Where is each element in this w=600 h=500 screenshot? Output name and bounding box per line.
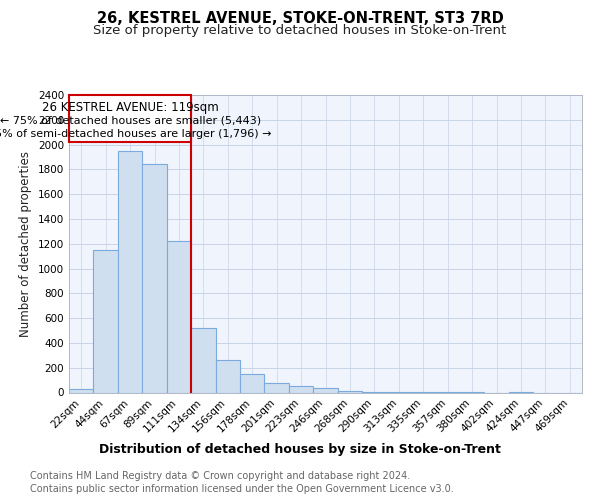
Y-axis label: Number of detached properties: Number of detached properties [19,151,32,337]
Bar [142,164,167,392]
Bar [265,383,289,392]
Bar [167,242,191,392]
Bar [94,250,118,392]
Text: 25% of semi-detached houses are larger (1,796) →: 25% of semi-detached houses are larger (… [0,130,272,140]
Text: Contains HM Land Registry data © Crown copyright and database right 2024.: Contains HM Land Registry data © Crown c… [30,471,410,481]
Text: Contains public sector information licensed under the Open Government Licence v3: Contains public sector information licen… [30,484,454,494]
Text: 26, KESTREL AVENUE, STOKE-ON-TRENT, ST3 7RD: 26, KESTREL AVENUE, STOKE-ON-TRENT, ST3 … [97,11,503,26]
Text: Distribution of detached houses by size in Stoke-on-Trent: Distribution of detached houses by size … [99,442,501,456]
Bar [313,388,338,392]
Text: ← 75% of detached houses are smaller (5,443): ← 75% of detached houses are smaller (5,… [0,115,260,125]
Bar [289,386,313,392]
Text: 26 KESTREL AVENUE: 119sqm: 26 KESTREL AVENUE: 119sqm [41,101,218,114]
Bar [240,374,265,392]
Bar [118,151,142,392]
FancyBboxPatch shape [69,95,191,142]
Text: Size of property relative to detached houses in Stoke-on-Trent: Size of property relative to detached ho… [94,24,506,37]
Bar [191,328,215,392]
Bar [215,360,240,392]
Bar [69,390,94,392]
